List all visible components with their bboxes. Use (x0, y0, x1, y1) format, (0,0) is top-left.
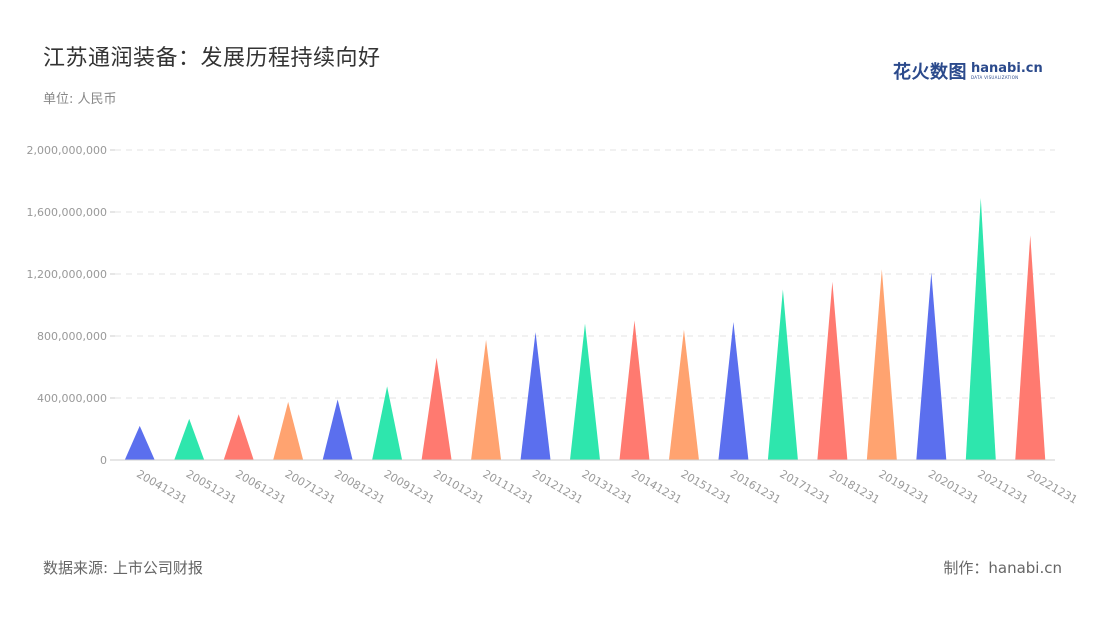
bar-20141231 (619, 320, 650, 460)
bar-20121231 (520, 332, 551, 460)
credit-label: 制作：hanabi.cn (943, 559, 1062, 577)
data-source: 数据来源: 上市公司财报 (43, 559, 203, 577)
bar-20181231 (817, 281, 848, 460)
x-tick-label: 20171231 (777, 467, 832, 506)
y-tick-label: 1,600,000,000 (27, 206, 107, 219)
bar-20041231 (124, 425, 155, 460)
bar-20101231 (421, 357, 452, 460)
x-tick-label: 20041231 (134, 467, 189, 506)
brand-logo: 花火数图 hanabi.cn DATA VISUALIZATION (893, 58, 1043, 84)
bar-20061231 (223, 414, 254, 460)
y-axis-ticks: 0 400,000,000 800,000,000 1,200,000,000 1,60… (27, 144, 115, 467)
x-tick-label: 20131231 (580, 467, 635, 506)
bar-20091231 (372, 386, 403, 460)
y-tick-label: 0 (100, 454, 107, 467)
bar-20111231 (471, 339, 502, 460)
x-tick-label: 20191231 (876, 467, 931, 506)
x-tick-label: 20221231 (1025, 467, 1080, 506)
logo-en-block: hanabi.cn DATA VISUALIZATION (971, 62, 1043, 80)
y-tick-label: 400,000,000 (37, 392, 107, 405)
x-tick-label: 20181231 (827, 467, 882, 506)
bar-20081231 (322, 399, 353, 460)
logo-en-subtext: DATA VISUALIZATION (971, 75, 1019, 80)
x-tick-label: 20151231 (678, 467, 733, 506)
x-tick-label: 20201231 (926, 467, 981, 506)
bar-20131231 (570, 323, 600, 460)
y-tick-label: 800,000,000 (37, 330, 107, 343)
x-tick-label: 20061231 (233, 467, 288, 506)
bar-20171231 (767, 289, 798, 460)
bar-20221231 (1015, 235, 1046, 460)
bar-20051231 (174, 418, 205, 460)
x-tick-label: 20071231 (283, 467, 338, 506)
x-tick-label: 20121231 (530, 467, 585, 506)
logo-en-text: hanabi.cn (971, 61, 1043, 76)
logo-cn-text: 花火数图 (893, 62, 967, 83)
x-tick-label: 20161231 (728, 467, 783, 506)
x-tick-label: 20051231 (184, 467, 239, 506)
bar-20151231 (668, 329, 699, 460)
x-tick-label: 20211231 (975, 467, 1030, 506)
x-axis-ticks: 2004123120051231200612312007123120081231… (134, 467, 1080, 506)
bar-20191231 (866, 269, 897, 460)
y-tick-label: 1,200,000,000 (27, 268, 107, 281)
x-tick-label: 20101231 (431, 467, 486, 506)
y-tick-label: 2,000,000,000 (27, 144, 107, 157)
x-tick-label: 20111231 (481, 467, 536, 506)
x-tick-label: 20081231 (332, 467, 387, 506)
x-tick-label: 20091231 (382, 467, 437, 506)
unit-label: 单位: 人民币 (43, 92, 117, 107)
bar-20211231 (965, 198, 996, 461)
x-tick-label: 20141231 (629, 467, 684, 506)
bar-20201231 (916, 272, 947, 460)
bars (124, 198, 1046, 461)
bar-20071231 (273, 401, 304, 460)
grid-lines (115, 149, 1055, 399)
bar-20161231 (718, 322, 749, 460)
chart-title: 江苏通润装备：发展历程持续向好 (43, 46, 381, 71)
